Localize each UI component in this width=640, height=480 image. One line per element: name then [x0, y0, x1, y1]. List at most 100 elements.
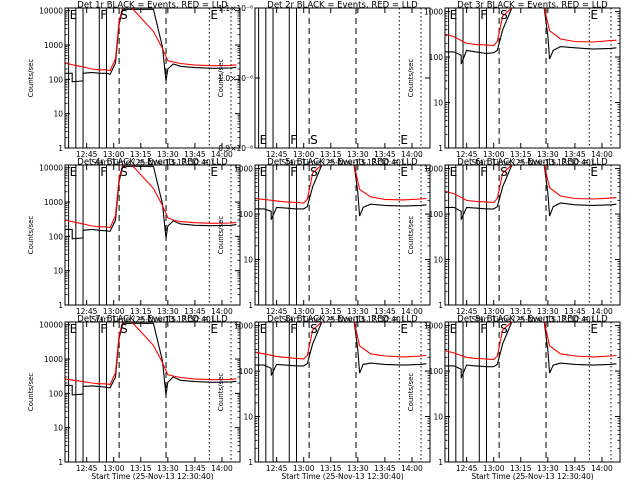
chart-panel-det-9: Det 9r BLACK = Events, RED = LLD 1 10 100 10… [407, 315, 621, 480]
plot-frame [64, 321, 241, 463]
y-axis-label: Counts/sec [407, 59, 415, 98]
chart-title: Det 6r BLACK = Events, RED = LLD [457, 158, 608, 168]
chart-title: Det 8r BLACK = Events, RED = LLD [267, 315, 418, 325]
marker-label: F [290, 322, 297, 336]
y-tick-label: 100 [429, 53, 444, 62]
y-axis-label: Counts/sec [217, 216, 225, 255]
x-tick-label: 13:15 [510, 464, 532, 473]
y-tick-label: 1000 [424, 8, 443, 17]
x-axis-label: Start Time (25-Nov-13 12:30:40) [471, 472, 593, 480]
plot-frame [64, 7, 241, 149]
series-line-lld [445, 322, 617, 361]
y-tick-label: 100 [49, 232, 64, 241]
x-tick-label: 13:15 [510, 150, 532, 159]
marker-label: F [290, 133, 297, 147]
x-axis-label: Start Time (25-Nov-13 12:30:40) [91, 158, 213, 167]
x-tick-label: 13:30 [347, 307, 369, 316]
series-line-lld [445, 165, 617, 204]
x-tick-label: 13:30 [537, 464, 559, 473]
x-tick-label: 12:45 [266, 464, 288, 473]
marker-label: S [310, 133, 318, 147]
y-axis-label: Counts/sec [27, 373, 35, 412]
y-tick-label: 10 [433, 99, 443, 108]
marker-label: F [100, 165, 107, 179]
x-tick-label: 13:00 [103, 464, 125, 473]
marker-label: F [480, 322, 487, 336]
x-tick-label: 13:30 [347, 464, 369, 473]
x-tick-label: 13:00 [293, 150, 315, 159]
y-tick-label: 100 [429, 210, 444, 219]
x-tick-label: 12:45 [266, 307, 288, 316]
x-tick-label: 13:45 [374, 150, 396, 159]
marker-label: F [100, 322, 107, 336]
marker-label: S [500, 8, 508, 22]
series-line-lld [65, 165, 237, 229]
x-tick-label: 13:15 [130, 464, 152, 473]
x-tick-label: 14:00 [591, 150, 613, 159]
y-axis-label: Counts/sec [217, 59, 225, 98]
plot-frame [254, 321, 431, 463]
marker-label: E [450, 8, 458, 22]
y-tick-label: 1000 [424, 322, 443, 331]
x-tick-label: 13:45 [564, 150, 586, 159]
x-tick-label: 13:15 [320, 150, 342, 159]
marker-label: S [120, 322, 128, 336]
chart-panel-det-1: Det 1r BLACK = Events, RED = LLD 1 10 100 10… [27, 1, 241, 167]
y-tick-label: 1000 [424, 165, 443, 174]
x-tick-label: 13:15 [320, 464, 342, 473]
x-tick-label: 13:30 [347, 150, 369, 159]
x-tick-label: 13:30 [157, 150, 179, 159]
marker-label: E [70, 322, 78, 336]
y-tick-label: 100 [49, 75, 64, 84]
y-tick-label: 10 [433, 256, 443, 265]
y-tick-label: 1 [58, 301, 63, 310]
series-group [65, 322, 237, 396]
series-line-events [445, 165, 617, 220]
chart-panel-det-7: Det 7r BLACK = Events, RED = LLD 1 10 100 10… [27, 315, 241, 480]
x-tick-label: 13:00 [293, 464, 315, 473]
y-tick-label: 1.1×10⁻⁶ [218, 4, 253, 13]
marker-label: E [450, 322, 458, 336]
x-tick-label: 14:00 [211, 150, 233, 159]
marker-label: S [500, 322, 508, 336]
marker-label: F [290, 165, 297, 179]
x-tick-label: 12:45 [456, 307, 478, 316]
y-tick-label: 10000 [39, 7, 63, 16]
x-tick-label: 13:15 [130, 150, 152, 159]
x-tick-label: 13:15 [320, 307, 342, 316]
x-tick-label: 12:45 [76, 307, 98, 316]
x-tick-label: 13:45 [184, 464, 206, 473]
series-group [65, 165, 237, 240]
x-tick-label: 12:45 [456, 150, 478, 159]
x-tick-label: 13:45 [374, 464, 396, 473]
chart-panel-det-4: Det 4r BLACK = Events, RED = LLD 1 10 100 10… [27, 158, 241, 324]
plot-frame [444, 164, 621, 306]
series-line-lld [65, 8, 237, 72]
series-group [445, 8, 617, 65]
series-group [255, 165, 427, 220]
x-tick-label: 14:00 [211, 464, 233, 473]
y-tick-label: 10000 [39, 164, 63, 173]
marker-label: E [590, 8, 598, 22]
x-tick-label: 12:45 [266, 150, 288, 159]
chart-panel-det-5: Det 5r BLACK = Events, RED = LLD 1 10 100 10… [217, 158, 431, 324]
marker-label: E [210, 165, 218, 179]
x-tick-label: 13:30 [157, 307, 179, 316]
marker-label: S [120, 8, 128, 22]
x-tick-label: 14:00 [401, 150, 423, 159]
y-tick-label: 10 [433, 413, 443, 422]
plot-frame [254, 164, 431, 306]
y-tick-label: 10 [53, 267, 63, 276]
y-tick-label: 100 [429, 367, 444, 376]
x-tick-label: 14:00 [591, 307, 613, 316]
chart-title: Det 4r BLACK = Events, RED = LLD [77, 158, 228, 168]
marker-label: E [400, 165, 408, 179]
x-tick-label: 13:15 [130, 307, 152, 316]
marker-label: S [120, 165, 128, 179]
y-tick-label: 10000 [39, 321, 63, 330]
marker-label: F [480, 165, 487, 179]
plot-frame [444, 7, 621, 149]
y-tick-label: 100 [239, 367, 254, 376]
marker-label: E [210, 8, 218, 22]
x-tick-label: 14:00 [211, 307, 233, 316]
